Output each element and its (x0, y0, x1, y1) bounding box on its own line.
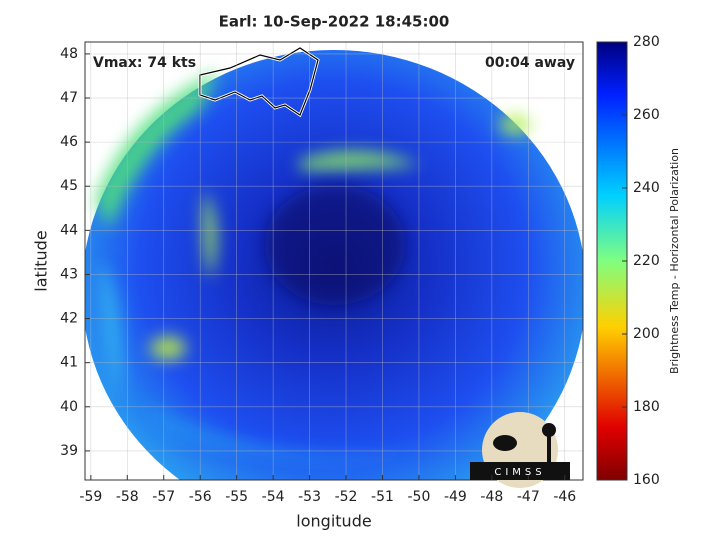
y-tick-label: 48 (60, 46, 78, 62)
colorbar-tick-label: 160 (633, 472, 660, 488)
x-axis-label: longitude (296, 512, 371, 531)
plot-frame (84, 41, 584, 481)
chart-title: Earl: 10-Sep-2022 18:45:00 (219, 13, 450, 31)
colorbar-label: Brightness Temp - Horizontal Polarizatio… (668, 148, 681, 374)
y-tick-label: 46 (60, 134, 78, 150)
y-tick-label: 43 (60, 266, 78, 282)
colorbar-tick-label: 200 (633, 326, 660, 342)
y-tick-label: 47 (60, 90, 78, 106)
satellite-image (85, 50, 583, 480)
x-tick-label: -50 (408, 489, 431, 505)
vmax-annotation: Vmax: 74 kts (93, 55, 196, 71)
y-tick-label: 40 (60, 399, 78, 415)
cimss-logo: CIMSS (470, 412, 570, 488)
grid (85, 42, 583, 480)
colorbar-tick-label: 280 (633, 34, 660, 50)
colorbar-tick-label: 260 (633, 107, 660, 123)
colorbar-tick-label: 220 (633, 253, 660, 269)
colorbar-tick-label: 240 (633, 180, 660, 196)
x-tick-label: -53 (298, 489, 321, 505)
y-tick-label: 45 (60, 178, 78, 194)
time-annotation: 00:04 away (485, 55, 575, 71)
x-tick-label: -59 (79, 489, 102, 505)
x-tick-label: -54 (262, 489, 285, 505)
y-tick-label: 42 (60, 311, 78, 327)
x-tick-label: -49 (444, 489, 467, 505)
coastline (198, 46, 320, 118)
y-tick-label: 39 (60, 443, 78, 459)
x-tick-label: -55 (225, 489, 248, 505)
y-tick-label: 41 (60, 355, 78, 371)
y-axis-label: latitude (32, 230, 51, 291)
x-tick-label: -56 (189, 489, 212, 505)
colorbar-tick-label: 180 (633, 399, 660, 415)
x-tick-label: -58 (116, 489, 139, 505)
x-tick-label: -48 (480, 489, 503, 505)
y-tick-label: 44 (60, 222, 78, 238)
x-tick-label: -46 (553, 489, 576, 505)
x-tick-label: -51 (371, 489, 394, 505)
x-tick-label: -47 (517, 489, 540, 505)
logo-text: CIMSS (494, 467, 545, 478)
x-tick-label: -52 (335, 489, 358, 505)
x-tick-label: -57 (152, 489, 175, 505)
